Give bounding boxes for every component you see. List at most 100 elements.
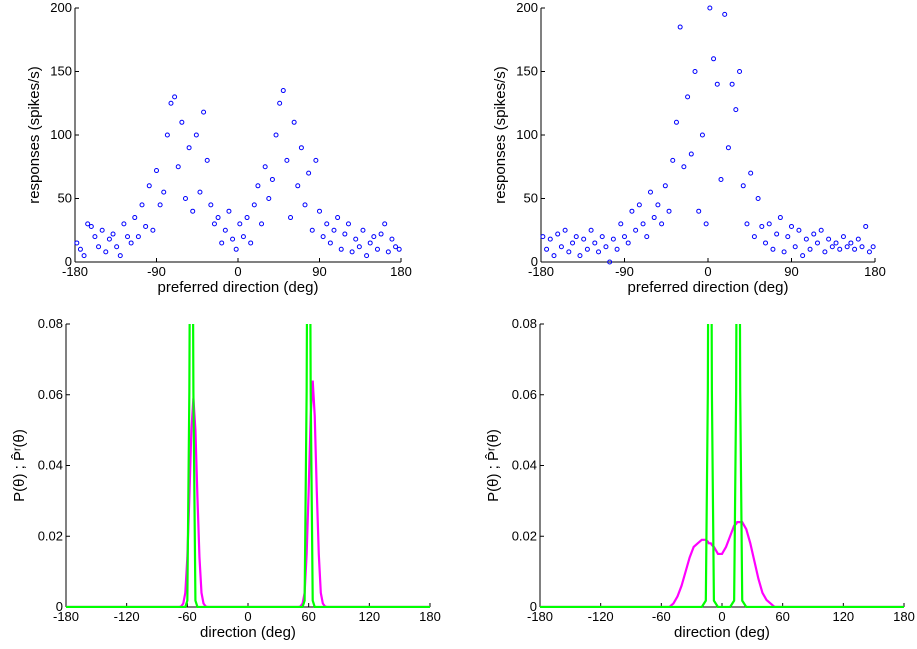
data-point bbox=[215, 215, 221, 221]
data-point bbox=[622, 234, 627, 240]
x-tick-label: 0 bbox=[244, 609, 251, 624]
data-point bbox=[277, 100, 283, 106]
y-tick-label: 0 bbox=[531, 254, 538, 269]
y-tick-label: 150 bbox=[516, 64, 538, 79]
data-point bbox=[785, 234, 791, 240]
y-tick-label: 0.08 bbox=[512, 316, 537, 331]
data-point bbox=[777, 215, 783, 221]
data-point bbox=[636, 202, 642, 208]
data-point bbox=[244, 215, 250, 221]
x-tick-label: -180 bbox=[62, 264, 88, 279]
data-point bbox=[614, 246, 620, 252]
data-point bbox=[707, 5, 713, 11]
y-tick-label: 100 bbox=[50, 127, 72, 142]
data-point bbox=[175, 164, 181, 170]
data-point bbox=[125, 234, 131, 240]
data-point bbox=[807, 246, 813, 252]
data-point bbox=[110, 231, 116, 237]
data-point bbox=[382, 221, 388, 227]
data-point bbox=[280, 88, 286, 94]
x-tick-label: -90 bbox=[147, 264, 166, 279]
data-point bbox=[722, 11, 728, 17]
data-point bbox=[714, 81, 720, 87]
data-point bbox=[197, 189, 203, 195]
data-point bbox=[566, 249, 572, 255]
data-point bbox=[688, 151, 694, 157]
data-point bbox=[291, 119, 297, 125]
data-point bbox=[259, 221, 265, 227]
data-point bbox=[781, 249, 787, 255]
x-tick-label: 90 bbox=[784, 264, 798, 279]
data-point bbox=[251, 202, 257, 208]
data-point bbox=[85, 221, 91, 227]
data-point bbox=[146, 183, 152, 189]
data-point bbox=[774, 231, 780, 237]
panel: -180 -90 0 90 180 0 50 100 150 200 preferred direc… bbox=[492, 0, 886, 296]
data-point bbox=[74, 240, 80, 246]
x-tick-label: -180 bbox=[53, 609, 79, 624]
data-point bbox=[172, 94, 178, 100]
data-point bbox=[349, 249, 355, 255]
data-point bbox=[800, 253, 806, 259]
data-point bbox=[335, 215, 341, 221]
data-point bbox=[374, 246, 380, 252]
data-point bbox=[633, 227, 639, 233]
data-point bbox=[81, 253, 87, 259]
data-point bbox=[143, 223, 149, 229]
x-axis-label: direction (deg) bbox=[200, 624, 296, 641]
data-point bbox=[789, 223, 794, 229]
data-point bbox=[659, 221, 665, 227]
data-point bbox=[603, 244, 609, 250]
data-point bbox=[150, 227, 156, 233]
data-point bbox=[356, 244, 362, 250]
x-tick-label: -120 bbox=[114, 609, 140, 624]
data-point bbox=[677, 24, 683, 30]
data-point bbox=[803, 236, 809, 242]
data-point bbox=[117, 253, 123, 259]
data-point bbox=[755, 196, 761, 201]
y-axis-label: P(θ) ; P̂ʳ(θ) bbox=[485, 429, 502, 502]
data-point bbox=[320, 234, 326, 240]
data-point bbox=[114, 244, 120, 250]
data-point bbox=[193, 132, 199, 138]
data-point bbox=[324, 221, 330, 227]
data-point bbox=[190, 208, 196, 214]
data-point bbox=[230, 236, 236, 242]
x-tick-label: 120 bbox=[832, 609, 854, 624]
data-point bbox=[255, 183, 261, 189]
data-point bbox=[859, 244, 865, 250]
data-point bbox=[309, 227, 315, 233]
data-point bbox=[161, 189, 167, 195]
y-tick-label: 0 bbox=[56, 599, 63, 614]
data-point bbox=[640, 221, 646, 227]
data-point bbox=[703, 221, 709, 227]
data-point bbox=[128, 240, 134, 246]
panel: -180 -120 -60 0 60 120 180 0 0.02 0.04 0.06 0.08 dir… bbox=[11, 316, 441, 641]
x-tick-label: -90 bbox=[615, 264, 634, 279]
data-point bbox=[770, 246, 776, 252]
y-tick-label: 50 bbox=[58, 191, 72, 206]
data-point bbox=[570, 240, 576, 246]
data-point bbox=[699, 132, 705, 138]
y-tick-label: 0 bbox=[65, 254, 72, 269]
data-point bbox=[814, 240, 820, 246]
data-point bbox=[273, 132, 279, 138]
data-point bbox=[306, 170, 312, 176]
data-point bbox=[610, 236, 616, 242]
data-point bbox=[240, 234, 246, 240]
data-point bbox=[655, 202, 661, 208]
x-tick-label: 180 bbox=[419, 609, 441, 624]
panel: -180 -120 -60 0 60 120 180 0 0.02 0.04 0.06 0.08 dir… bbox=[485, 316, 915, 641]
y-tick-label: 0.02 bbox=[512, 528, 537, 543]
data-point bbox=[796, 227, 802, 233]
data-point bbox=[618, 221, 624, 227]
x-axis-label: preferred direction (deg) bbox=[628, 279, 789, 296]
data-point bbox=[168, 100, 174, 106]
data-point bbox=[855, 236, 861, 242]
data-point bbox=[222, 227, 228, 233]
data-point bbox=[77, 246, 83, 252]
data-point bbox=[681, 164, 687, 170]
data-point bbox=[237, 221, 243, 227]
data-point bbox=[725, 145, 731, 151]
data-point bbox=[662, 183, 668, 189]
